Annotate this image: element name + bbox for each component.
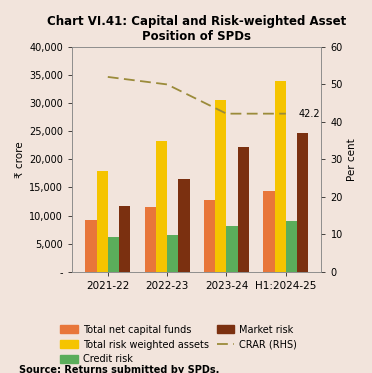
- Title: Chart VI.41: Capital and Risk-weighted Asset
Position of SPDs: Chart VI.41: Capital and Risk-weighted A…: [47, 15, 346, 43]
- Bar: [263, 191, 275, 272]
- Bar: [286, 221, 297, 272]
- Bar: [119, 206, 130, 272]
- Legend: Total net capital funds, Total risk weighted assets, Credit risk, Market risk, C: Total net capital funds, Total risk weig…: [60, 325, 297, 364]
- Y-axis label: Per cent: Per cent: [347, 138, 357, 181]
- Bar: [275, 81, 286, 272]
- Bar: [297, 133, 308, 272]
- Bar: [179, 179, 190, 272]
- Bar: [204, 200, 215, 272]
- Bar: [145, 207, 156, 272]
- Bar: [227, 226, 238, 272]
- Bar: [156, 141, 167, 272]
- Bar: [215, 100, 227, 272]
- Text: 42.2: 42.2: [299, 109, 321, 119]
- Bar: [238, 147, 249, 272]
- Y-axis label: ₹ crore: ₹ crore: [15, 141, 25, 178]
- Bar: [85, 220, 96, 272]
- Bar: [96, 170, 108, 272]
- Text: Source: Returns submitted by SPDs.: Source: Returns submitted by SPDs.: [19, 365, 219, 373]
- Bar: [108, 237, 119, 272]
- Bar: [167, 235, 179, 272]
